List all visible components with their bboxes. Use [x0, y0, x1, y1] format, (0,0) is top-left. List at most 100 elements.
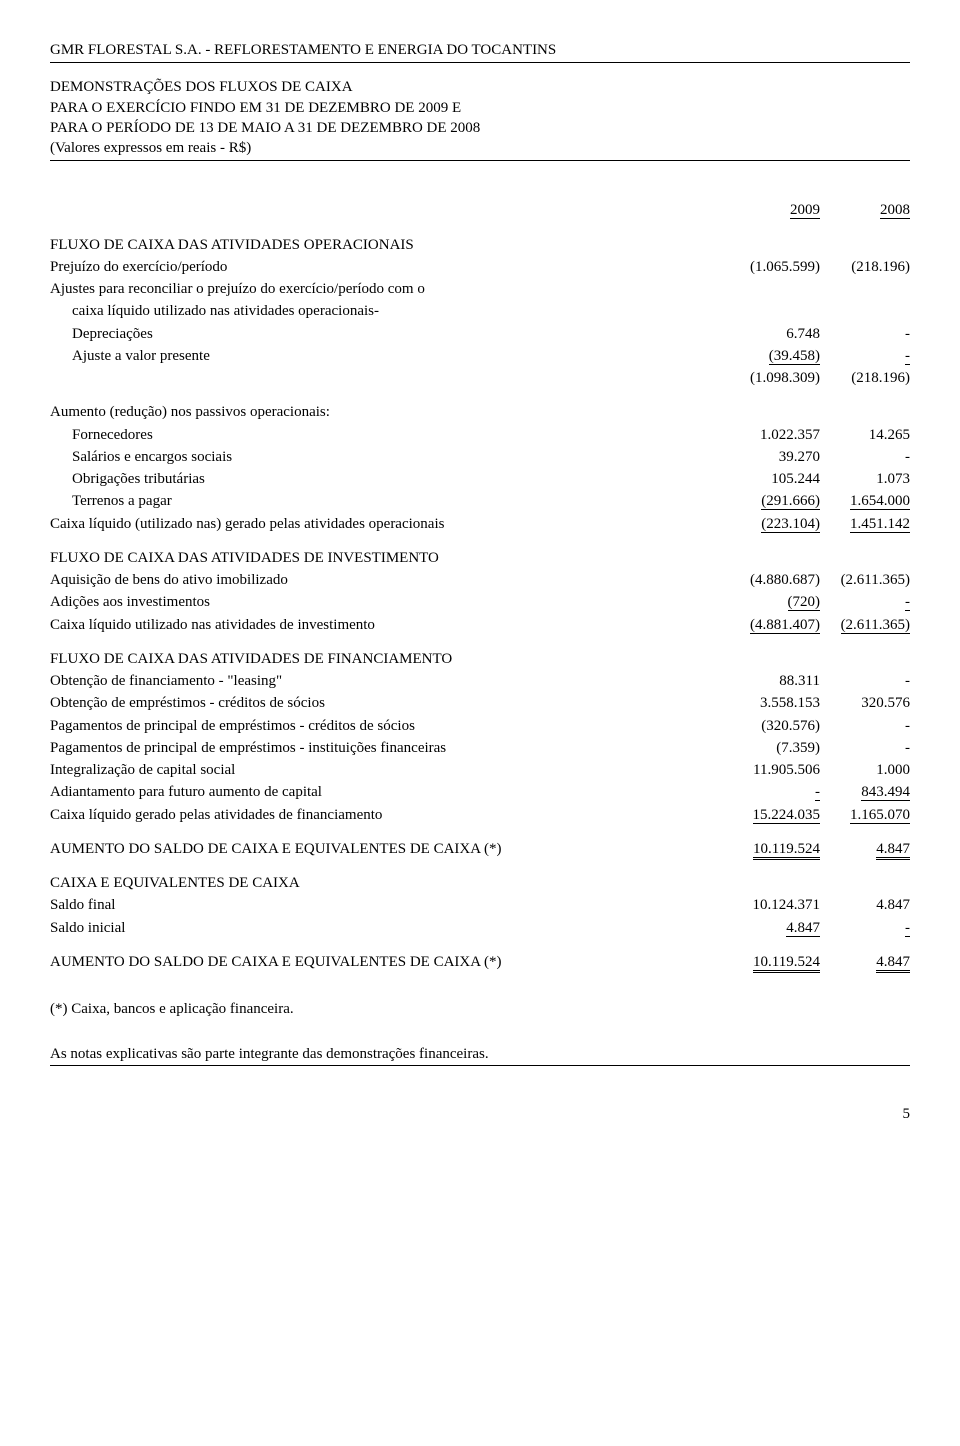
lbl-aq: Aquisição de bens do ativo imobilizado	[50, 569, 725, 591]
op-heading: FLUXO DE CAIXA DAS ATIVIDADES OPERACIONA…	[50, 234, 910, 256]
val-forn-2009: 1.022.357	[725, 424, 820, 446]
row-adicoes: Adições aos investimentos (720) -	[50, 591, 910, 613]
val-sf-2008: 4.847	[820, 894, 910, 916]
row-inv-total: Caixa líquido utilizado nas atividades d…	[50, 614, 910, 636]
caixa-heading: CAIXA E EQUIVALENTES DE CAIXA	[50, 872, 910, 894]
val-inv-total-2008: (2.611.365)	[841, 617, 910, 634]
val-si-2008: -	[905, 920, 910, 937]
title-block: GMR FLORESTAL S.A. - REFLORESTAMENTO E E…	[50, 40, 910, 161]
row-depreciacoes: Depreciações 6.748 -	[50, 323, 910, 345]
col-year-2008: 2008	[880, 202, 910, 219]
lbl-ad: Adições aos investimentos	[50, 591, 725, 613]
row-integralizacao: Integralização de capital social 11.905.…	[50, 759, 910, 781]
row-pagamentos-inst: Pagamentos de principal de empréstimos -…	[50, 737, 910, 759]
val-terr-2008: 1.654.000	[850, 493, 910, 510]
row-ajustes-l1: Ajustes para reconciliar o prejuízo do e…	[50, 278, 910, 300]
row-emprestimos: Obtenção de empréstimos - créditos de só…	[50, 692, 910, 714]
fin-heading-row: FLUXO DE CAIXA DAS ATIVIDADES DE FINANCI…	[50, 648, 910, 670]
row-salarios: Salários e encargos sociais 39.270 -	[50, 446, 910, 468]
lbl-dep: Depreciações	[50, 323, 725, 345]
val-dep-2008: -	[820, 323, 910, 345]
lbl-lease: Obtenção de financiamento - "leasing"	[50, 670, 725, 692]
lbl-avp: Ajuste a valor presente	[50, 345, 725, 367]
lbl-adi: Adiantamento para futuro aumento de capi…	[50, 781, 725, 803]
lbl-inv-total: Caixa líquido utilizado nas atividades d…	[50, 614, 725, 636]
company-name: GMR FLORESTAL S.A. - REFLORESTAMENTO E E…	[50, 40, 910, 63]
row-ajustes-l2: caixa líquido utilizado nas atividades o…	[50, 300, 910, 322]
row-fin-total: Caixa líquido gerado pelas atividades de…	[50, 804, 910, 826]
val-dep-2009: 6.748	[725, 323, 820, 345]
col-year-2009: 2009	[790, 202, 820, 219]
row-fornecedores: Fornecedores 1.022.357 14.265	[50, 424, 910, 446]
val-emp-2008: 320.576	[820, 692, 910, 714]
val-lease-2009: 88.311	[725, 670, 820, 692]
lbl-ajustes-l2: caixa líquido utilizado nas atividades o…	[50, 300, 910, 322]
lbl-aumento-2: AUMENTO DO SALDO DE CAIXA E EQUIVALENTES…	[50, 951, 725, 973]
val-sal-2009: 39.270	[725, 446, 820, 468]
row-op-total: Caixa líquido (utilizado nas) gerado pel…	[50, 513, 910, 535]
val-ad-2009: (720)	[788, 594, 821, 611]
lbl-fin-total: Caixa líquido gerado pelas atividades de…	[50, 804, 725, 826]
val-forn-2008: 14.265	[820, 424, 910, 446]
row-aumento-1: AUMENTO DO SALDO DE CAIXA E EQUIVALENTES…	[50, 838, 910, 860]
lbl-prejuizo: Prejuízo do exercício/período	[50, 256, 725, 278]
row-prejuizo: Prejuízo do exercício/período (1.065.599…	[50, 256, 910, 278]
lbl-terr: Terrenos a pagar	[50, 490, 725, 512]
row-aumento-2: AUMENTO DO SALDO DE CAIXA E EQUIVALENTES…	[50, 951, 910, 973]
val-prejuizo-2009: (1.065.599)	[725, 256, 820, 278]
val-avp-2008: -	[905, 348, 910, 365]
val-sal-2008: -	[820, 446, 910, 468]
lbl-pp2: Pagamentos de principal de empréstimos -…	[50, 737, 725, 759]
row-aquisicao: Aquisição de bens do ativo imobilizado (…	[50, 569, 910, 591]
val-aumento2-2009: 10.119.524	[753, 954, 820, 973]
lbl-forn: Fornecedores	[50, 424, 725, 446]
pass-heading: Aumento (redução) nos passivos operacion…	[50, 401, 910, 423]
val-si-2009: 4.847	[786, 920, 820, 937]
val-lease-2008: -	[820, 670, 910, 692]
val-sf-2009: 10.124.371	[725, 894, 820, 916]
lbl-emp: Obtenção de empréstimos - créditos de só…	[50, 692, 725, 714]
val-op-total-2008: 1.451.142	[850, 516, 910, 533]
val-pp1-2008: -	[820, 715, 910, 737]
lbl-si: Saldo inicial	[50, 917, 725, 939]
val-fin-total-2008: 1.165.070	[850, 807, 910, 824]
val-cap-2008: 1.000	[820, 759, 910, 781]
val-aumento1-2008: 4.847	[876, 841, 910, 860]
lbl-cap: Integralização de capital social	[50, 759, 725, 781]
val-aq-2009: (4.880.687)	[725, 569, 820, 591]
row-tributarias: Obrigações tributárias 105.244 1.073	[50, 468, 910, 490]
lbl-sal: Salários e encargos sociais	[50, 446, 725, 468]
val-op-total-2009: (223.104)	[761, 516, 820, 533]
val-adi-2008: 843.494	[861, 784, 910, 801]
val-emp-2009: 3.558.153	[725, 692, 820, 714]
inv-heading: FLUXO DE CAIXA DAS ATIVIDADES DE INVESTI…	[50, 547, 910, 569]
pass-heading-row: Aumento (redução) nos passivos operacion…	[50, 401, 910, 423]
val-op-sub-2009: (1.098.309)	[725, 367, 820, 389]
page-number: 5	[50, 1106, 910, 1123]
footer-disclaimer: As notas explicativas são parte integran…	[50, 1046, 910, 1066]
val-aq-2008: (2.611.365)	[820, 569, 910, 591]
lbl-trib: Obrigações tributárias	[50, 468, 725, 490]
val-ad-2008: -	[905, 594, 910, 611]
row-terrenos: Terrenos a pagar (291.666) 1.654.000	[50, 490, 910, 512]
row-saldo-final: Saldo final 10.124.371 4.847	[50, 894, 910, 916]
row-leasing: Obtenção de financiamento - "leasing" 88…	[50, 670, 910, 692]
footnote-asterisk: (*) Caixa, bancos e aplicação financeira…	[50, 1001, 910, 1018]
currency-line: (Valores expressos em reais - R$)	[50, 138, 910, 161]
period-line-1: PARA O EXERCÍCIO FINDO EM 31 DE DEZEMBRO…	[50, 98, 910, 118]
period-line-2: PARA O PERÍODO DE 13 DE MAIO A 31 DE DEZ…	[50, 118, 910, 138]
val-terr-2009: (291.666)	[761, 493, 820, 510]
val-cap-2009: 11.905.506	[725, 759, 820, 781]
row-adiantamento: Adiantamento para futuro aumento de capi…	[50, 781, 910, 803]
val-fin-total-2009: 15.224.035	[753, 807, 821, 824]
val-avp-2009: (39.458)	[769, 348, 820, 365]
val-inv-total-2009: (4.881.407)	[750, 617, 820, 634]
lbl-ajustes-l1: Ajustes para reconciliar o prejuízo do e…	[50, 278, 910, 300]
val-adi-2009: -	[815, 784, 820, 801]
lbl-op-total: Caixa líquido (utilizado nas) gerado pel…	[50, 513, 725, 535]
row-op-subtotal: (1.098.309) (218.196)	[50, 367, 910, 389]
year-header-row: 2009 2008	[50, 199, 910, 221]
inv-heading-row: FLUXO DE CAIXA DAS ATIVIDADES DE INVESTI…	[50, 547, 910, 569]
row-saldo-inicial: Saldo inicial 4.847 -	[50, 917, 910, 939]
val-pp2-2009: (7.359)	[725, 737, 820, 759]
